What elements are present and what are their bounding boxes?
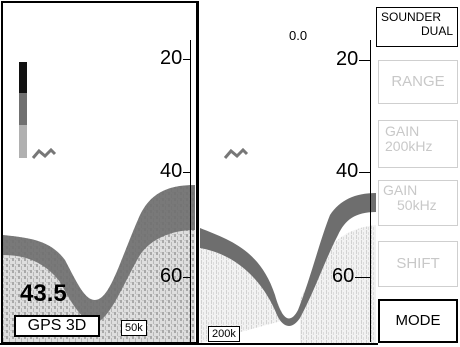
right-weak-echo (200, 238, 285, 343)
left-scale-axis (190, 40, 191, 342)
left-scale-20: 20 (160, 47, 183, 69)
right-freq-label: 200k (208, 326, 240, 342)
left-fish-arch (31, 147, 57, 159)
gain-50khz-line1: GAIN (383, 182, 418, 198)
gain-200khz-line1: GAIN (385, 123, 420, 139)
range-button[interactable]: RANGE (378, 60, 458, 104)
right-tick-20 (359, 60, 371, 61)
gain-50khz-button[interactable]: GAIN 50kHz (378, 180, 458, 226)
left-bottom-line (3, 185, 195, 323)
left-tick-40 (183, 172, 191, 173)
color-bar-mid (19, 93, 27, 125)
shift-button[interactable]: SHIFT (378, 241, 458, 287)
menu-title-line2: DUAL (420, 24, 453, 38)
right-fish-arch (223, 147, 249, 159)
right-tick-40 (359, 172, 371, 173)
gain-200khz-line2: 200kHz (385, 138, 433, 154)
bottom-border (0, 343, 378, 345)
color-bar-strong (19, 62, 27, 93)
menu-title-line1: SOUNDER (381, 10, 442, 24)
right-scale-40: 40 (336, 160, 359, 182)
menu-title: SOUNDER DUAL (376, 7, 458, 47)
right-tick-60 (355, 277, 371, 278)
left-scale-40: 40 (160, 160, 183, 182)
mode-button-label: MODE (395, 312, 441, 329)
depth-readout: 43.5 (20, 280, 67, 307)
left-freq-label: 50k (121, 320, 147, 336)
shift-value: 0.0 (289, 28, 308, 43)
gps-status-label: GPS 3D (14, 315, 100, 337)
shift-button-label: SHIFT (396, 255, 440, 272)
panel-divider (196, 1, 199, 345)
right-scale-20: 20 (336, 48, 359, 70)
left-scale-60: 60 (160, 265, 183, 287)
gain-50khz-line2: 50kHz (397, 197, 437, 213)
right-scale-60: 60 (332, 265, 355, 287)
right-bottom-line (200, 193, 376, 326)
left-tick-20 (183, 59, 191, 60)
color-bar-weak (19, 125, 27, 158)
range-button-label: RANGE (391, 73, 445, 90)
left-tick-60 (183, 277, 191, 278)
right-weak-echo-2 (300, 225, 376, 343)
mode-button[interactable]: MODE (378, 299, 458, 343)
right-scale-axis (370, 40, 371, 342)
gain-200khz-button[interactable]: GAIN 200kHz (378, 120, 458, 168)
